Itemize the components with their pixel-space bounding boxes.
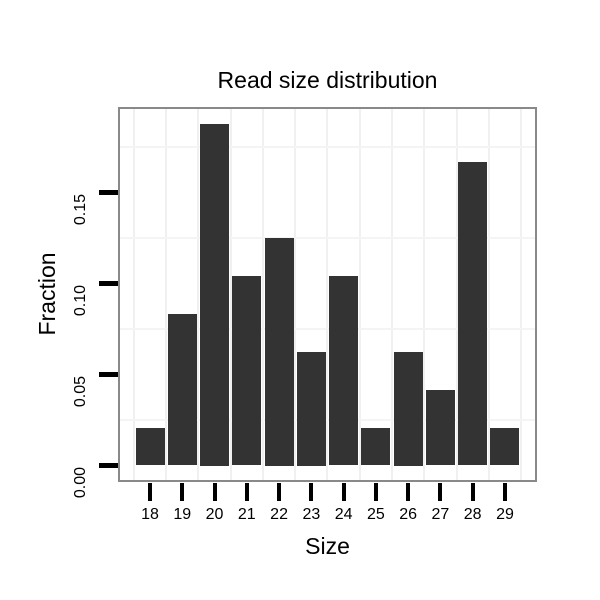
x-tick	[502, 483, 507, 501]
y-tick-label: 0.10	[72, 284, 89, 316]
vertical-gridline	[455, 109, 458, 480]
vertical-gridline	[197, 109, 200, 480]
y-tick-label: 0.05	[72, 375, 89, 407]
x-axis-title: Size	[305, 533, 350, 559]
bar-size-27	[425, 389, 455, 466]
vertical-gridline	[326, 109, 329, 480]
x-tick-label: 23	[302, 506, 321, 523]
x-tick	[470, 483, 475, 501]
bar-size-26	[393, 351, 423, 466]
x-tick-label: 27	[431, 506, 450, 523]
x-tick-label: 18	[141, 506, 159, 523]
horizontal-gridline	[120, 237, 535, 239]
bar-size-22	[264, 238, 294, 466]
x-tick	[212, 483, 217, 501]
vertical-gridline	[487, 109, 490, 480]
x-tick	[148, 483, 152, 501]
vertical-gridline	[165, 109, 168, 480]
x-tick-label: 19	[173, 506, 192, 523]
vertical-gridline	[132, 109, 135, 480]
x-tick-label: 24	[334, 506, 353, 523]
vertical-gridline	[229, 109, 232, 480]
bar-size-19	[167, 313, 197, 466]
horizontal-gridline	[120, 419, 535, 421]
y-axis-title: Fraction	[34, 252, 60, 336]
x-tick-label: 26	[399, 506, 418, 523]
x-tick	[341, 483, 346, 501]
plot-panel	[118, 107, 537, 482]
vertical-gridline	[391, 109, 394, 480]
bar-size-25	[361, 427, 391, 466]
x-tick-label: 22	[270, 506, 288, 523]
bar-size-28	[458, 162, 488, 466]
vertical-gridline	[294, 109, 297, 480]
bar-size-21	[232, 275, 262, 466]
x-tick	[373, 483, 378, 501]
x-tick-label: 28	[463, 506, 482, 523]
y-tick	[99, 281, 118, 286]
x-tick-label: 25	[366, 506, 385, 523]
chart-title: Read size distribution	[217, 67, 438, 93]
x-tick	[406, 483, 411, 501]
x-tick	[277, 483, 282, 501]
bar-size-24	[329, 275, 359, 466]
vertical-gridline	[520, 109, 523, 480]
x-tick-label: 21	[237, 506, 256, 523]
bar-size-18	[135, 427, 165, 466]
horizontal-gridline	[120, 146, 535, 148]
bar-size-20	[200, 124, 230, 466]
y-tick	[99, 463, 118, 468]
x-tick	[244, 483, 249, 501]
x-tick	[438, 483, 443, 501]
vertical-gridline	[358, 109, 361, 480]
x-tick	[309, 483, 314, 501]
x-tick	[180, 483, 185, 501]
vertical-gridline	[261, 109, 264, 480]
bar-size-23	[296, 351, 326, 466]
x-tick-label: 29	[496, 506, 514, 523]
y-tick	[99, 190, 118, 195]
y-tick-label: 0.00	[72, 466, 89, 498]
vertical-gridline	[423, 109, 426, 480]
y-tick	[99, 372, 118, 377]
y-tick-label: 0.15	[72, 193, 89, 225]
horizontal-gridline	[120, 328, 535, 330]
x-tick-label: 20	[205, 506, 224, 523]
bar-size-29	[490, 427, 520, 466]
